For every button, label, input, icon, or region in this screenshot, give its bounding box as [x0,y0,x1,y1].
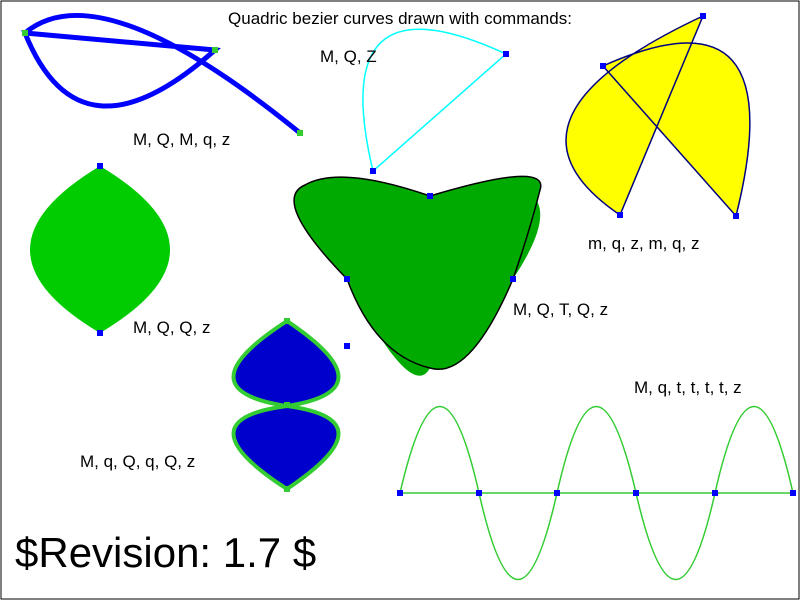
shape-m-q-q-q-q-z [231,318,350,492]
label-shape5: M, Q, T, Q, z [513,300,608,319]
label-shape4: M, Q, Q, z [133,318,210,337]
curve-green-fill [30,166,170,333]
control-point [427,193,433,199]
shape-m-q-m-q-z [21,12,303,136]
control-point [284,318,290,324]
control-point [600,63,606,69]
control-point [790,490,796,496]
curve-green-outline [293,175,542,370]
control-point [554,490,560,496]
label-shape2: M, Q, Z [320,47,377,66]
shape-m-q-t-q-z [293,175,542,376]
control-point [617,212,623,218]
control-point [344,343,350,349]
curve-dark-blue-upper [231,318,341,409]
control-point [712,490,718,496]
control-point [97,330,103,336]
control-point [297,130,303,136]
control-point [476,490,482,496]
curve-blue-stroke [21,12,302,135]
shape-m-q-z [362,28,509,174]
control-point [633,490,639,496]
shape-m-q-z-m-q-z [565,13,751,219]
control-point [733,213,739,219]
diagram-title: Quadric bezier curves drawn with command… [228,9,572,28]
curve-yellow-fill [565,14,751,218]
shape-m-q-q-z [30,163,170,336]
control-point [503,51,509,57]
control-point [284,486,290,492]
label-shape7: M, q, t, t, t, t, z [634,378,742,397]
control-point [370,168,376,174]
label-shape6: M, q, Q, q, Q, z [80,452,195,471]
revision-label: $Revision: 1.7 $ [15,529,316,576]
control-point [700,13,706,19]
control-point [284,402,290,408]
shape-m-q-t-t-t-t-z [397,406,796,580]
curve-sine-wave [399,406,794,580]
control-point [510,276,516,282]
label-shape1: M, Q, M, q, z [133,130,230,149]
control-point [344,276,350,282]
label-shape3: m, q, z, m, q, z [588,234,699,253]
control-point [212,47,218,53]
curve-cyan-stroke [362,28,508,173]
curve-dark-blue-lower [231,403,341,492]
control-point [22,30,28,36]
control-point [397,490,403,496]
control-point [97,163,103,169]
